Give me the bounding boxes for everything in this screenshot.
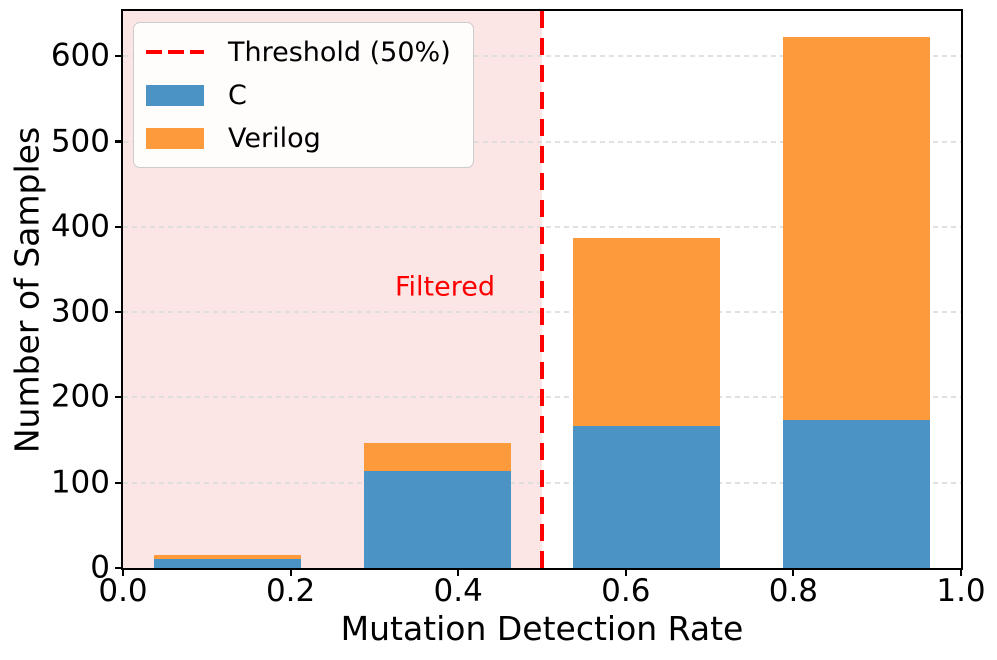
y-tick-label: 200	[50, 378, 110, 415]
legend: Threshold (50%) C Verilog	[133, 22, 474, 168]
bar-segment-c	[363, 470, 511, 568]
x-tick-label: 0.2	[265, 573, 316, 609]
legend-label-threshold: Threshold (50%)	[228, 36, 451, 68]
y-tick-mark	[115, 566, 123, 570]
y-tick-mark	[115, 396, 123, 399]
threshold-line	[539, 11, 545, 568]
legend-item-threshold: Threshold (50%)	[146, 32, 451, 72]
bar-segment-c	[154, 559, 302, 568]
y-tick-label: 0	[90, 549, 110, 586]
y-tick-label: 500	[50, 123, 110, 159]
bar-segment-verilog	[573, 237, 721, 426]
x-tick-mark	[624, 568, 627, 576]
x-axis-label: Mutation Detection Rate	[340, 609, 744, 648]
x-tick-mark	[457, 568, 460, 576]
bar-segment-verilog	[154, 555, 302, 560]
x-tick-mark	[289, 568, 292, 576]
y-tick-mark	[115, 225, 123, 228]
x-tick-label: 1.0	[936, 573, 986, 609]
plot-area: Filtered Threshold (50%) C Verilog	[121, 9, 963, 570]
x-tick-label: 0.8	[768, 573, 819, 609]
threshold-dash-swatch	[146, 49, 204, 55]
x-tick-mark	[121, 568, 125, 576]
bar-segment-c	[782, 419, 930, 568]
y-tick-mark	[115, 311, 123, 314]
y-tick-label: 300	[50, 293, 110, 330]
legend-item-verilog: Verilog	[146, 118, 451, 158]
legend-label-verilog: Verilog	[228, 122, 321, 154]
legend-label-c: C	[228, 79, 247, 111]
bar-segment-verilog	[782, 37, 930, 420]
x-tick-mark	[792, 568, 795, 576]
y-tick-label: 400	[50, 208, 110, 245]
y-tick-mark	[115, 55, 123, 58]
y-tick-label: 100	[50, 464, 110, 501]
x-tick-label: 0.6	[601, 573, 651, 609]
bar-segment-verilog	[363, 442, 511, 471]
y-tick-mark	[115, 481, 123, 484]
x-tick-label: 0.0	[98, 573, 148, 609]
verilog-color-swatch	[146, 127, 204, 149]
filtered-annotation: Filtered	[394, 271, 496, 303]
bar-segment-c	[573, 425, 721, 568]
legend-item-c: C	[146, 75, 451, 115]
x-tick-mark	[959, 568, 963, 576]
c-color-swatch	[146, 84, 204, 106]
x-tick-label: 0.4	[433, 573, 483, 609]
y-tick-mark	[115, 140, 123, 143]
y-tick-label: 600	[50, 37, 110, 74]
